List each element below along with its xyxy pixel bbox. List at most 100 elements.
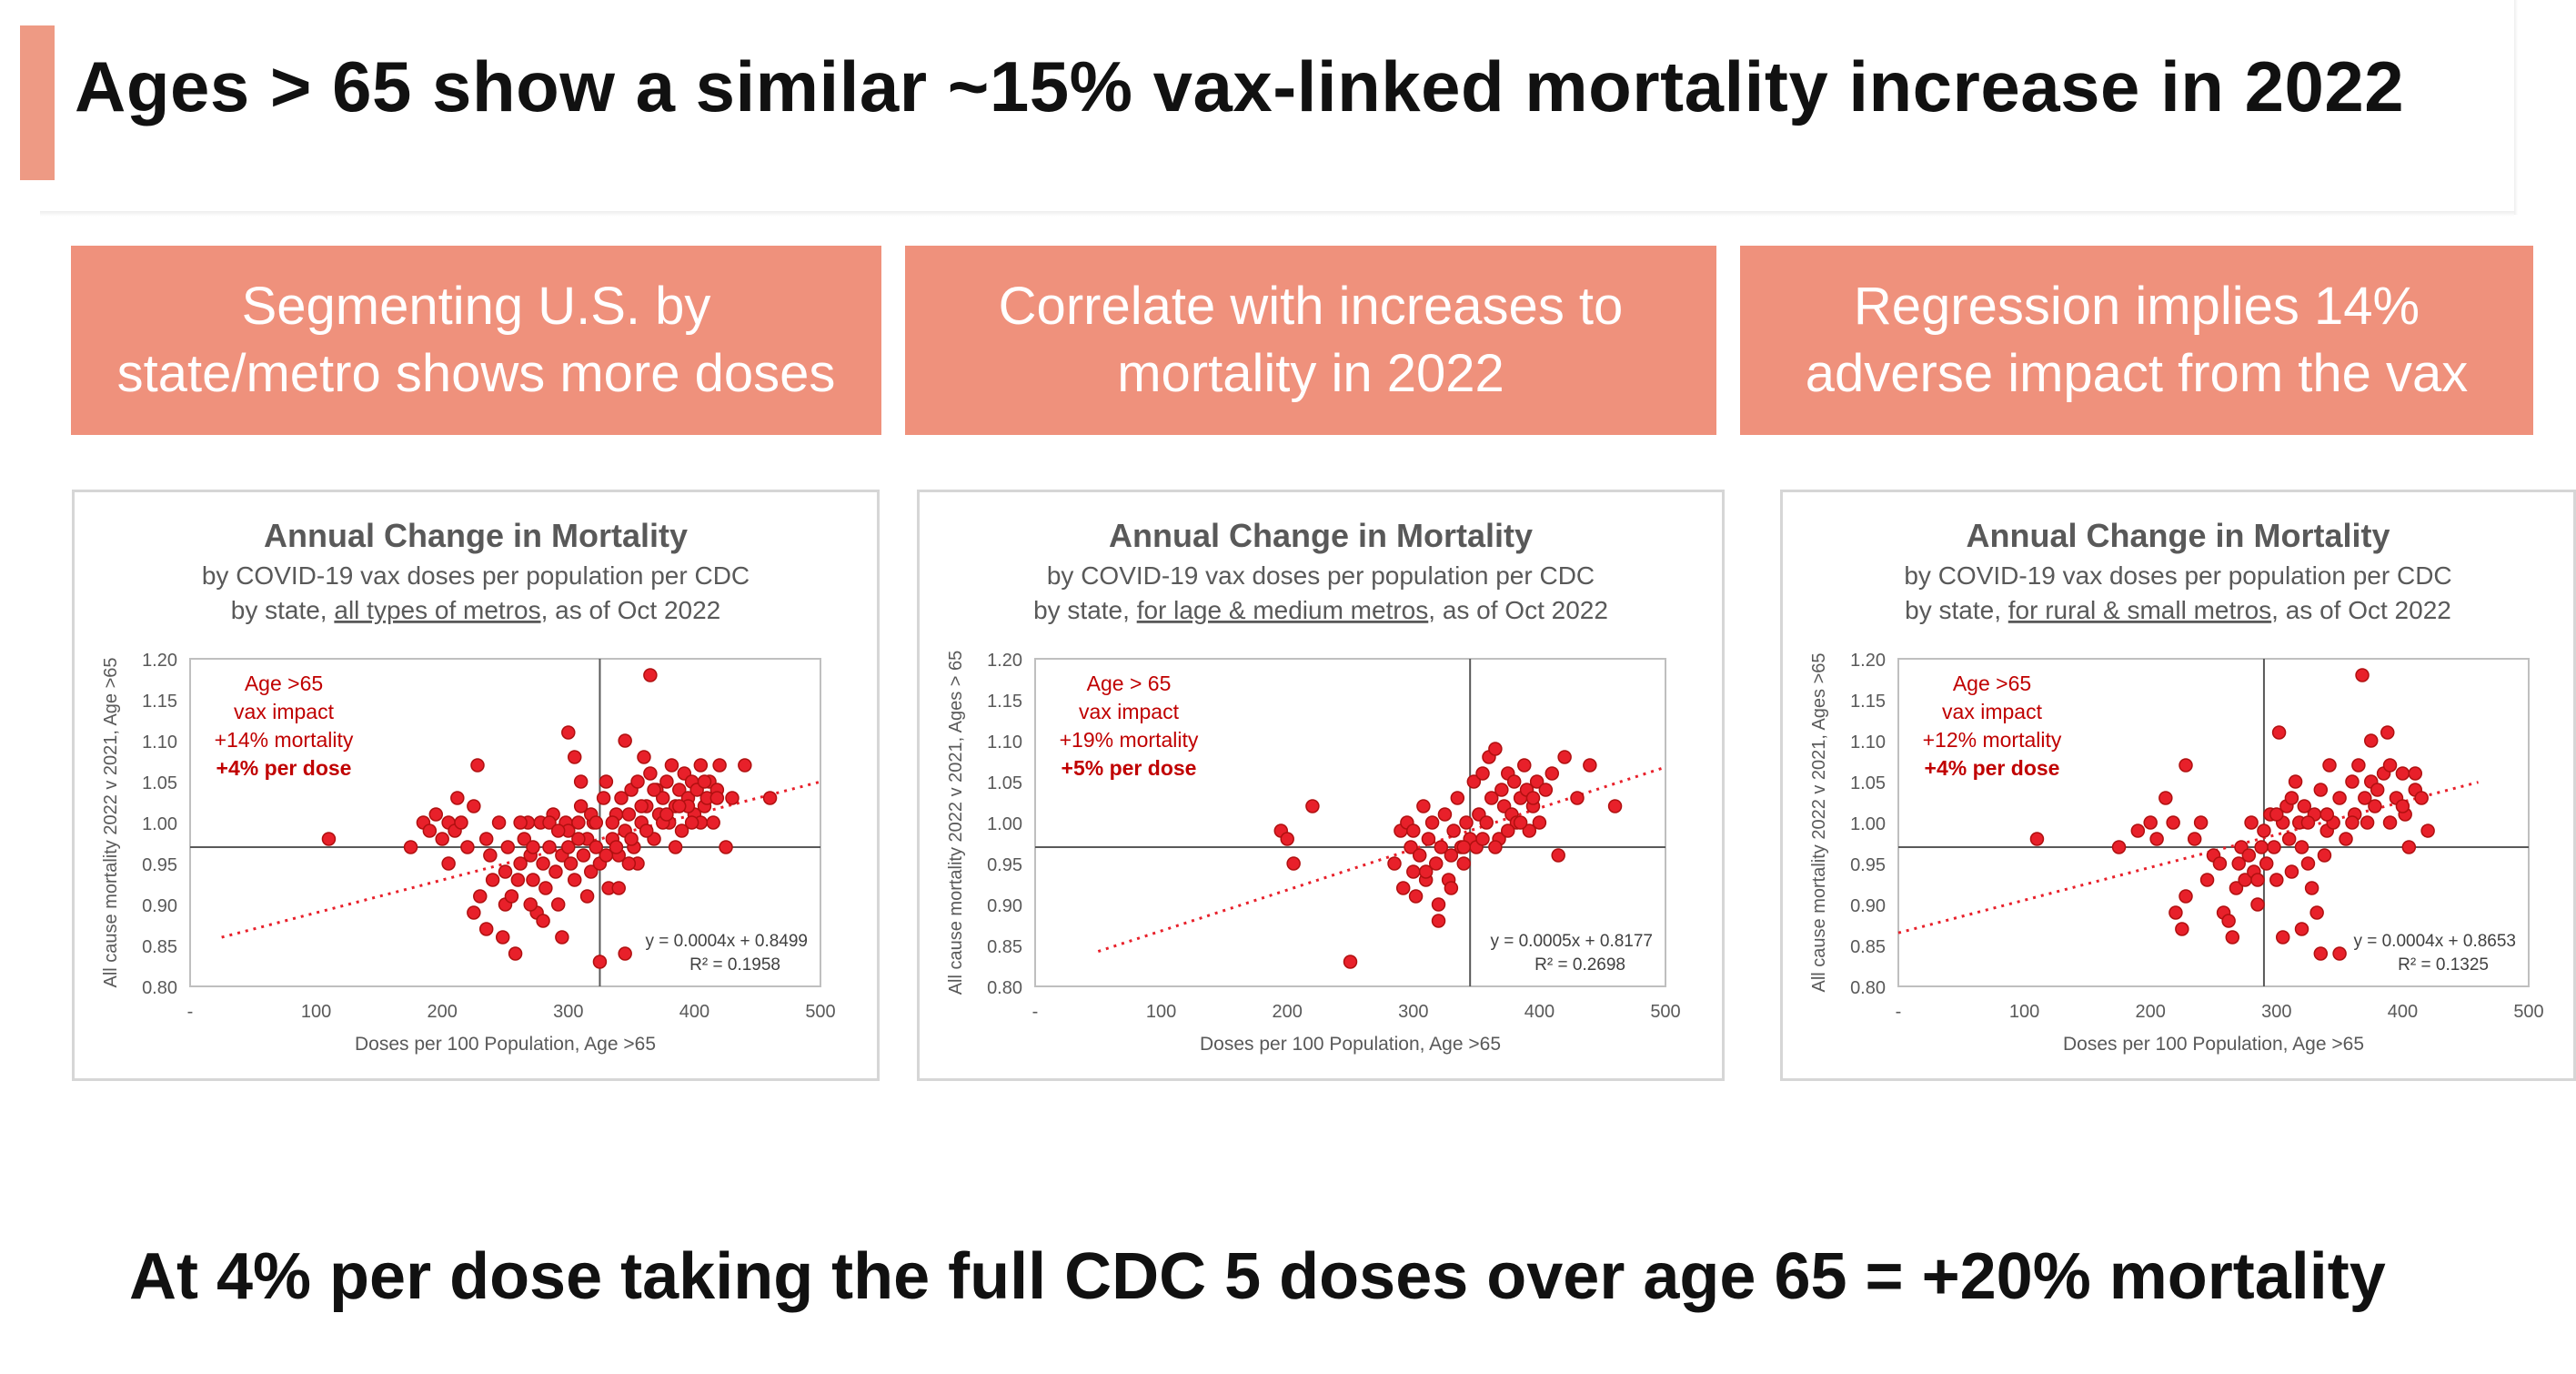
data-point	[2284, 791, 2299, 805]
subtitle-prefix: by state,	[231, 596, 335, 624]
data-point	[1456, 840, 1471, 854]
data-point	[1466, 774, 1482, 789]
data-point	[576, 848, 591, 863]
data-point	[454, 815, 468, 830]
x-tick-label: 400	[1524, 1002, 1555, 1022]
data-point	[422, 823, 438, 838]
data-point	[526, 873, 540, 887]
data-point	[2355, 668, 2370, 682]
data-point	[2231, 856, 2246, 871]
data-point	[2401, 840, 2417, 854]
subtitle-prefix: by state,	[1905, 596, 2008, 624]
data-point	[2244, 815, 2259, 830]
data-point	[1437, 807, 1453, 822]
data-point	[2300, 856, 2316, 871]
data-point	[592, 955, 608, 969]
data-point	[2241, 848, 2257, 863]
data-point	[567, 873, 582, 887]
data-point	[656, 791, 670, 805]
y-tick-label: 1.00	[1850, 814, 1886, 834]
data-point	[2364, 733, 2379, 748]
data-point	[485, 873, 500, 887]
data-point	[1456, 856, 1471, 871]
data-point	[709, 791, 725, 805]
x-tick-label: -	[1032, 1002, 1039, 1022]
data-point	[1538, 783, 1554, 797]
data-point	[668, 840, 683, 854]
data-point	[510, 873, 526, 887]
data-point	[473, 889, 488, 904]
data-point	[517, 832, 532, 846]
data-point	[2225, 930, 2240, 945]
data-point	[2358, 791, 2372, 805]
data-point	[1479, 815, 1494, 830]
chart-all-metros: Annual Change in Mortality by COVID-19 va…	[101, 517, 836, 1055]
annotation-line: +4% per dose	[1925, 756, 2060, 780]
trend-equation: y = 0.0004x + 0.8499	[645, 932, 808, 951]
x-tick-label: 200	[2136, 1002, 2166, 1022]
chart-subtitle-2: by state, all types of metros, as of Oct…	[231, 596, 721, 624]
data-point	[467, 799, 481, 813]
data-point	[2250, 897, 2265, 912]
annotation-line: +12% mortality	[1923, 728, 2062, 752]
x-axis-label: Doses per 100 Population, Age >65	[355, 1034, 656, 1055]
data-point	[2187, 832, 2202, 846]
data-point	[1551, 848, 1565, 863]
data-point	[2309, 905, 2324, 920]
trendline	[1097, 765, 1666, 953]
x-tick-label: 300	[1398, 1002, 1428, 1022]
data-point	[536, 914, 550, 928]
data-point	[630, 774, 645, 789]
x-tick-label: 500	[1650, 1002, 1680, 1022]
y-tick-label: 0.95	[1850, 855, 1886, 875]
data-point	[1431, 914, 1446, 928]
data-point	[2420, 823, 2435, 838]
y-tick-label: 0.80	[1850, 978, 1886, 998]
data-point	[2269, 873, 2284, 887]
data-point	[2269, 807, 2284, 822]
data-point	[583, 864, 599, 879]
footer-conclusion: At 4% per dose taking the full CDC 5 dos…	[129, 1240, 2386, 1313]
data-point	[693, 758, 709, 773]
annotation-line: +4% per dose	[216, 756, 352, 780]
data-point	[605, 815, 620, 830]
annotation-line: +14% mortality	[215, 728, 354, 752]
annotation-line: vax impact	[1079, 700, 1180, 723]
data-point	[2322, 758, 2337, 773]
y-axis-label: All cause mortality 2022 v 2021, Ages >6…	[1809, 652, 1829, 992]
y-tick-label: 1.05	[987, 773, 1022, 793]
data-point	[478, 922, 494, 936]
data-point	[618, 733, 632, 748]
data-point	[637, 750, 651, 764]
data-point	[2149, 832, 2164, 846]
data-point	[2193, 815, 2209, 830]
annotation-line: Age > 65	[1087, 672, 1172, 695]
data-point	[1501, 823, 1515, 838]
chart-subtitle: by COVID-19 vax doses per population per…	[1904, 561, 2451, 590]
y-tick-label: 1.10	[1850, 732, 1886, 753]
x-tick-label: 500	[2513, 1002, 2543, 1022]
data-point	[674, 823, 689, 838]
data-point	[573, 774, 589, 789]
x-axis-label: Doses per 100 Population, Age >65	[1200, 1034, 1501, 1055]
data-point	[550, 897, 566, 912]
data-point	[1418, 864, 1434, 879]
data-point	[2304, 881, 2319, 895]
data-point	[1404, 840, 1418, 854]
data-point	[611, 881, 626, 895]
x-tick-label: 300	[2261, 1002, 2291, 1022]
plot-area	[1034, 658, 1666, 987]
data-point	[2130, 823, 2146, 838]
data-point	[1506, 774, 1522, 789]
data-point	[2175, 922, 2189, 936]
data-point	[2158, 791, 2173, 805]
data-point	[2179, 758, 2193, 773]
y-tick-label: 1.15	[1850, 692, 1886, 712]
title-accent-bar	[20, 25, 55, 180]
data-point	[621, 856, 637, 871]
annotation-line: Age >65	[245, 672, 323, 695]
subtitle-segment: for lage & medium metros	[1137, 596, 1429, 624]
data-point	[2313, 946, 2329, 961]
data-point	[450, 791, 465, 805]
data-point	[470, 758, 485, 773]
